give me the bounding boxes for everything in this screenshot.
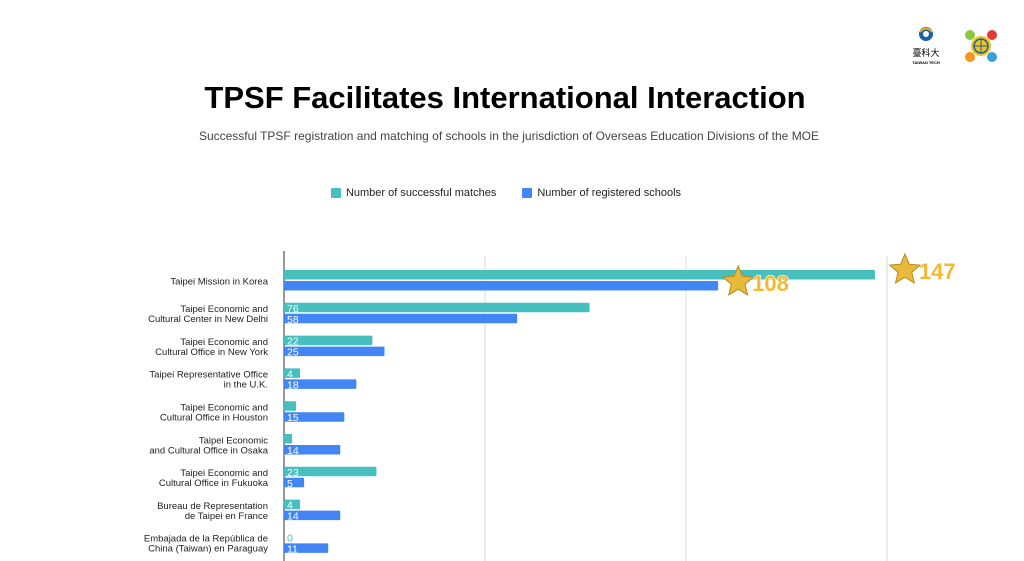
category-label-5: Taipei Economic and Cultural Office in Os… <box>149 435 268 456</box>
bar-matches-2 <box>284 335 373 346</box>
star-icon-1 <box>721 264 755 296</box>
bar-registered-4 <box>284 412 345 422</box>
data-label-matches-0: 147 <box>919 259 956 284</box>
data-label-registered-2: 25 <box>287 347 299 359</box>
legend-label-registered: Number of registered schools <box>537 187 682 199</box>
legend-swatch-matches <box>330 188 341 198</box>
chart-title: TPSF Facilitates International Interacti… <box>204 80 806 115</box>
data-label-matches-4: 3 <box>287 401 293 413</box>
data-label-registered-0: 108 <box>752 271 789 296</box>
data-label-matches-6: 23 <box>287 467 299 479</box>
logo-text: TAIWAN TECH <box>912 60 940 65</box>
bar-registered-6 <box>284 477 305 488</box>
bar-registered-0 <box>284 281 719 291</box>
data-label-registered-7: 14 <box>287 511 299 523</box>
bar-matches-6 <box>284 466 377 477</box>
bar-registered-7 <box>284 510 341 521</box>
bar-registered-1 <box>284 313 518 324</box>
legend-item-registered: Number of registered schools <box>522 187 681 199</box>
data-label-matches-7: 4 <box>287 500 293 512</box>
data-label-matches-3: 4 <box>287 368 293 380</box>
star-icon-0 <box>888 252 922 284</box>
data-label-matches-1: 76 <box>287 303 299 315</box>
bar-matches-1 <box>284 302 590 313</box>
data-label-matches-5: 2 <box>287 434 293 446</box>
data-label-registered-3: 18 <box>287 379 299 391</box>
legend-swatch-registered <box>522 188 533 198</box>
data-label-registered-8: 11 <box>287 543 298 555</box>
data-label-registered-5: 14 <box>287 445 299 457</box>
tpsf-logo <box>962 27 1000 65</box>
category-label-3: Taipei Representative Office in the U.K. <box>149 370 268 391</box>
category-label-4: Taipei Economic and Cultural Office in Ho… <box>160 402 268 423</box>
data-label-matches-2: 22 <box>287 336 299 348</box>
taiwan-tech-logo: 臺科大 TAIWAN TECH <box>911 26 941 66</box>
data-label-registered-1: 58 <box>287 314 299 326</box>
data-label-registered-4: 15 <box>287 412 299 424</box>
bar-registered-8 <box>284 543 329 553</box>
chart-subtitle: Successful TPSF registration and matchin… <box>198 129 820 143</box>
category-label-8: Embajada de la República de China (Taiwan… <box>144 534 268 555</box>
bar-matches-4 <box>284 401 297 411</box>
bar-registered-2 <box>284 346 385 357</box>
bar-registered-5 <box>284 445 341 455</box>
legend-label-matches: Number of successful matches <box>345 187 497 199</box>
logo-chars: 臺科大 <box>912 47 939 59</box>
data-label-matches-8: 0 <box>287 532 293 544</box>
bar-matches-3 <box>284 368 301 378</box>
category-label-2: Taipei Economic and Cultural Office in Ne… <box>155 337 268 358</box>
category-label-6: Taipei Economic and Cultural Office in Fu… <box>159 468 269 489</box>
category-label-0: Taipei Mission in Korea <box>170 276 268 287</box>
category-label-7: Bureau de Representation de Taipei en Fra… <box>157 501 268 522</box>
bar-registered-3 <box>284 379 357 389</box>
bar-matches-5 <box>284 434 293 444</box>
data-label-registered-6: 5 <box>287 478 293 490</box>
chart-legend: Number of successful matches Number of r… <box>0 187 1012 199</box>
legend-item-matches: Number of successful matches <box>330 187 497 199</box>
category-label-1: Taipei Economic and Cultural Center in Ne… <box>148 304 268 325</box>
bar-matches-7 <box>284 499 301 510</box>
